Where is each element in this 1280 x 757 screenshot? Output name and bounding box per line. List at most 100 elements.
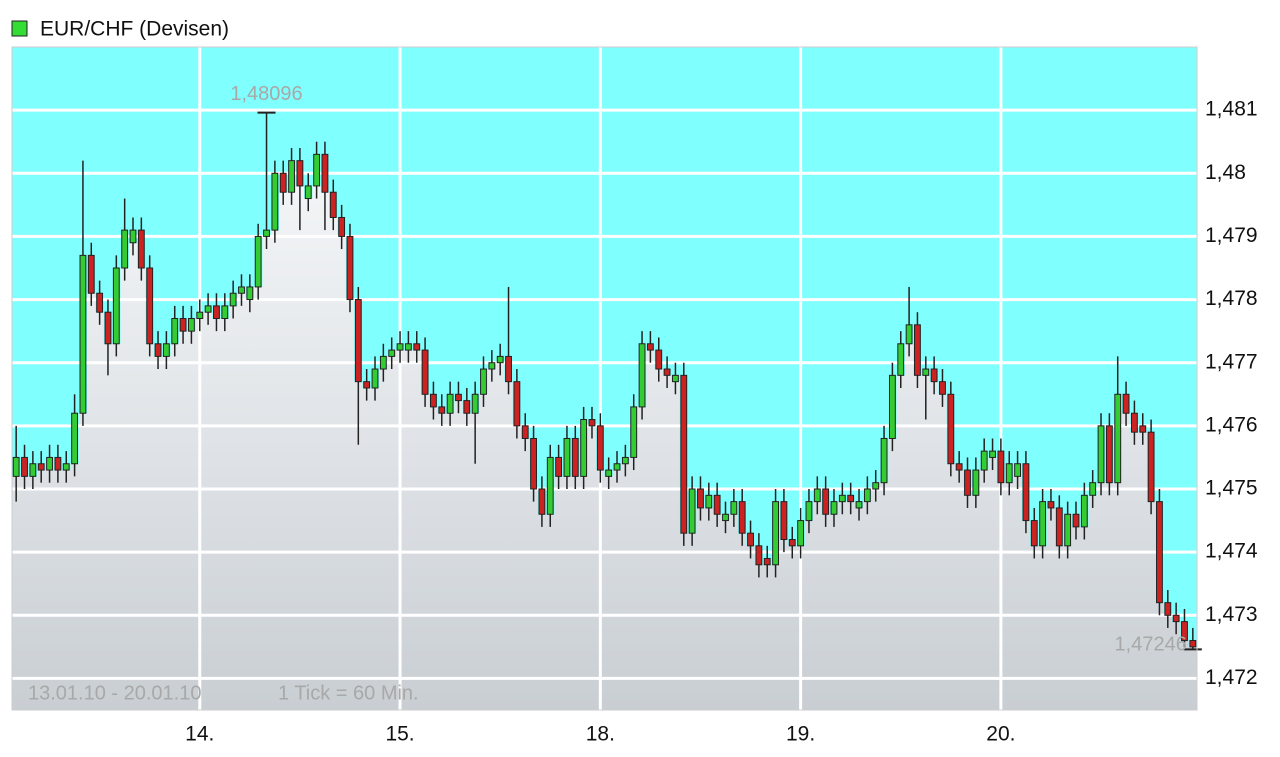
candle-body [530, 437, 537, 490]
candle-body [772, 501, 779, 566]
candle-body [1122, 393, 1130, 414]
y-tick-label: 1,478 [1205, 287, 1258, 310]
candle-body [546, 456, 554, 515]
candle-body [79, 254, 87, 414]
candle-body [905, 324, 913, 345]
candle-body [179, 318, 187, 332]
candle-body [538, 488, 546, 515]
candle-body [171, 318, 179, 345]
candle-body [1130, 412, 1138, 433]
candle-body [455, 393, 462, 402]
candle-body [947, 393, 955, 465]
candle-body [680, 374, 688, 534]
candle-body [713, 494, 721, 515]
candle-body [129, 229, 137, 244]
y-tick-label: 1,477 [1205, 350, 1258, 373]
candle-body [296, 160, 304, 187]
candle-body [1189, 640, 1197, 648]
candle-body [254, 235, 262, 288]
legend-swatch [11, 20, 28, 37]
max-annotation: 1,48096 [230, 83, 302, 105]
candle-body [263, 229, 270, 237]
candle-body [21, 456, 28, 477]
candle-body [722, 513, 729, 522]
candle-body [1139, 425, 1147, 433]
candle-body [955, 463, 963, 471]
candle-body [221, 305, 229, 320]
candle-body [1114, 393, 1122, 484]
x-tick-label: 20. [986, 723, 1015, 746]
candle-body [763, 557, 771, 566]
candle-body [271, 172, 279, 231]
candle-body [513, 381, 521, 427]
candle-body [54, 456, 62, 471]
chart-title: EUR/CHF (Devisen) [40, 18, 229, 41]
candle-body [162, 343, 170, 357]
candle-body [505, 355, 512, 383]
candle-body [1097, 425, 1105, 484]
candle-body [655, 349, 663, 370]
candle-body [571, 437, 579, 477]
candle-body [87, 254, 95, 294]
candle-body [112, 267, 120, 345]
candle-body [646, 343, 654, 351]
candle-body [204, 305, 212, 313]
candle-body [922, 368, 930, 376]
candle-body [897, 343, 905, 376]
candle-body [1030, 520, 1038, 547]
candle-body [196, 311, 204, 320]
candle-body [663, 368, 671, 376]
y-tick-label: 1,473 [1205, 603, 1258, 626]
candle-body [313, 153, 321, 187]
candle-body [37, 463, 45, 471]
x-tick-label: 15. [385, 723, 414, 746]
candle-body [187, 318, 195, 332]
candle-body [154, 343, 162, 357]
candle-body [229, 292, 237, 307]
candle-body [989, 450, 996, 458]
candle-body [288, 160, 295, 193]
candle-body [997, 450, 1005, 484]
min-annotation: 1,47246 [1115, 634, 1187, 656]
candle-body [29, 463, 37, 477]
candle-body [980, 450, 988, 471]
candle-body [421, 349, 429, 395]
candle-body [805, 501, 813, 522]
candle-body [496, 355, 504, 364]
candle-body [1156, 501, 1163, 604]
candle-body [463, 400, 471, 414]
candle-body [96, 292, 104, 313]
candle-body [488, 362, 496, 370]
candle-body [630, 406, 638, 458]
candle-body [146, 267, 154, 345]
plot-border [11, 46, 1198, 711]
candle-body [321, 153, 329, 193]
candle-body [972, 469, 980, 496]
candle-body [396, 343, 404, 351]
y-tick-label: 1,481 [1205, 98, 1258, 121]
candle-body [521, 425, 529, 439]
candle-body [863, 488, 871, 503]
candle-body [797, 520, 805, 547]
candle-body [379, 355, 387, 370]
candle-body [1164, 602, 1172, 616]
candle-body [613, 463, 621, 471]
y-tick-label: 1,474 [1205, 540, 1258, 563]
candle-body [964, 469, 971, 496]
candle-body [413, 343, 421, 351]
candle-body [246, 286, 254, 301]
candle-body [471, 393, 479, 414]
background-photo [12, 185, 1197, 710]
candle-body [238, 286, 245, 294]
candle-body [1055, 507, 1063, 547]
candle-body [813, 488, 821, 503]
x-tick-label: 14. [185, 723, 214, 746]
grid [12, 47, 1197, 710]
candle-body [480, 368, 487, 395]
candle-body [137, 229, 145, 269]
candle-body [338, 216, 346, 237]
candle-body [104, 311, 112, 345]
candle-body [446, 393, 454, 414]
candle-body [563, 437, 571, 477]
